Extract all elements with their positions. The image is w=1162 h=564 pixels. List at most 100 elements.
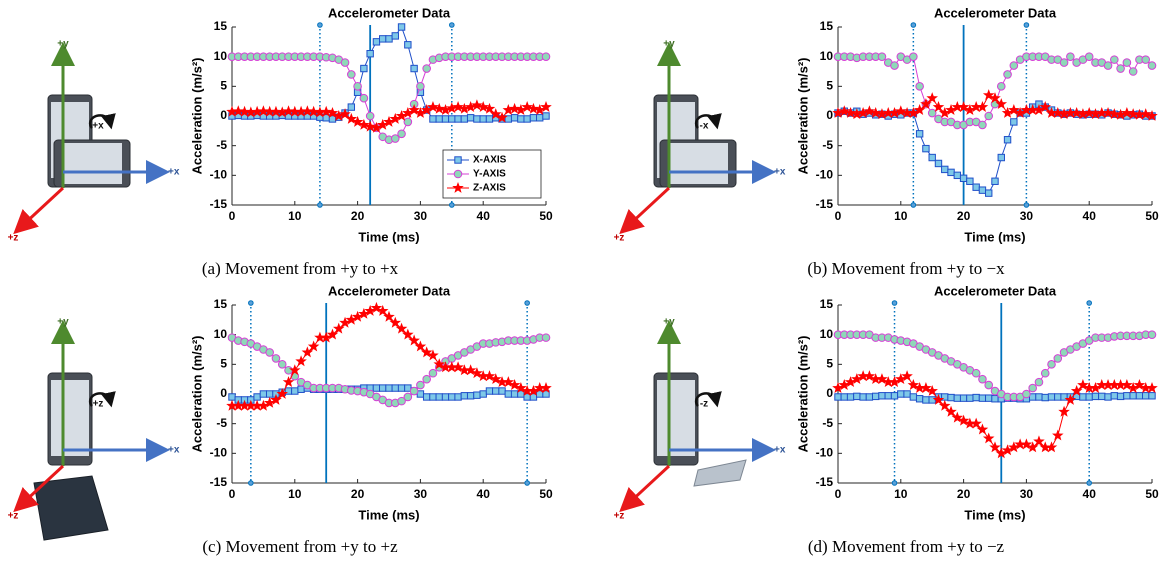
marker-star: [471, 367, 483, 379]
device-illustration: +y +x +z +x: [8, 39, 180, 244]
y-tick-label: 5: [826, 357, 833, 371]
rotation-annotation: +z: [93, 399, 104, 410]
marker-circle: [1022, 389, 1031, 399]
marker-star: [320, 105, 332, 117]
marker-circle: [397, 129, 406, 139]
marker-circle: [1059, 58, 1069, 67]
marker-circle: [978, 120, 987, 130]
marker-star: [508, 102, 521, 114]
x-tick-label: 30: [1020, 487, 1034, 501]
marker-circle: [340, 58, 350, 67]
y-tick-label: -5: [822, 138, 833, 152]
marker-star: [863, 105, 876, 117]
marker-square: [492, 387, 500, 395]
marker-circle: [877, 52, 887, 61]
event-line-end: [449, 22, 455, 28]
marker-star: [838, 105, 851, 117]
marker-square: [510, 114, 519, 122]
marker-square: [454, 115, 462, 123]
caption: (b) Movement from +y to −x: [807, 259, 1005, 278]
marker-square: [966, 177, 974, 185]
marker-square: [972, 393, 980, 402]
chart-title: Accelerometer Data: [934, 283, 1057, 298]
marker-star: [289, 364, 301, 376]
x-axis-label: Time (ms): [964, 229, 1025, 244]
marker-square: [846, 393, 855, 401]
marker-square: [297, 385, 305, 393]
marker-square: [972, 183, 980, 191]
marker-star: [307, 105, 320, 117]
marker-star: [408, 104, 420, 115]
y-tick-label: 15: [214, 19, 228, 33]
marker-square: [1135, 392, 1144, 400]
marker-square: [504, 390, 513, 398]
marker-star: [420, 346, 433, 358]
marker-square: [947, 393, 955, 402]
marker-star: [976, 101, 989, 113]
marker-star: [326, 328, 339, 340]
marker-circle: [347, 70, 356, 79]
marker-circle: [996, 82, 1006, 91]
marker-square: [517, 115, 525, 123]
marker-circle: [453, 169, 463, 179]
x-tick-label: 40: [477, 487, 491, 501]
marker-circle: [403, 392, 413, 402]
marker-square: [966, 394, 974, 402]
marker-square: [884, 392, 892, 400]
marker-square: [959, 394, 968, 402]
marker-square: [890, 392, 899, 400]
x-tick-label: 10: [894, 209, 908, 223]
z-axis-arrow: [13, 464, 65, 513]
x-tick-label: 20: [351, 487, 365, 501]
marker-star: [464, 364, 477, 376]
marker-circle: [271, 354, 281, 363]
rotation-arrow: [694, 113, 722, 130]
legend-label: Z-AXIS: [473, 183, 506, 194]
marker-square: [915, 395, 924, 403]
marker-square: [978, 394, 987, 402]
marker-star: [1108, 108, 1121, 120]
event-line-end: [891, 480, 898, 486]
event-line-end: [910, 22, 917, 28]
marker-square: [991, 395, 999, 403]
x-tick-label: 30: [414, 209, 428, 223]
marker-square: [498, 387, 506, 395]
marker-star: [402, 328, 414, 340]
marker-square: [485, 115, 494, 123]
marker-circle: [1084, 52, 1094, 61]
marker-star: [1039, 101, 1052, 113]
y-tick-label: -10: [210, 446, 228, 460]
marker-square: [460, 392, 469, 400]
marker-square: [915, 130, 924, 138]
marker-star: [282, 105, 295, 117]
phone-screen: [51, 380, 89, 456]
y-axis-label: Acceleration (m/s²): [189, 335, 204, 452]
marker-star: [502, 376, 515, 388]
y-tick-label: -15: [210, 475, 228, 489]
x-tick-label: 20: [957, 487, 971, 501]
marker-circle: [541, 52, 551, 61]
x-tick-label: 50: [539, 209, 553, 223]
marker-square: [978, 186, 987, 194]
y-tick-label: 10: [214, 327, 228, 341]
x-tick-label: 50: [1145, 487, 1159, 501]
y-tick-label: -15: [816, 197, 834, 211]
event-line-end: [449, 202, 455, 208]
axis-annotation: +y: [663, 39, 675, 50]
marker-square: [1098, 392, 1106, 401]
marker-square: [1003, 136, 1012, 144]
marker-circle: [403, 117, 413, 127]
marker-square: [928, 396, 936, 404]
marker-star: [345, 112, 358, 124]
marker-star: [989, 441, 1001, 453]
marker-circle: [397, 396, 406, 406]
marker-square: [372, 384, 381, 392]
marker-square: [1104, 393, 1112, 401]
y-tick-label: 15: [820, 19, 834, 33]
marker-star: [938, 399, 951, 411]
event-line-end: [891, 300, 898, 306]
marker-square: [454, 156, 462, 164]
event-line-end: [910, 202, 917, 208]
marker-star: [483, 370, 496, 382]
